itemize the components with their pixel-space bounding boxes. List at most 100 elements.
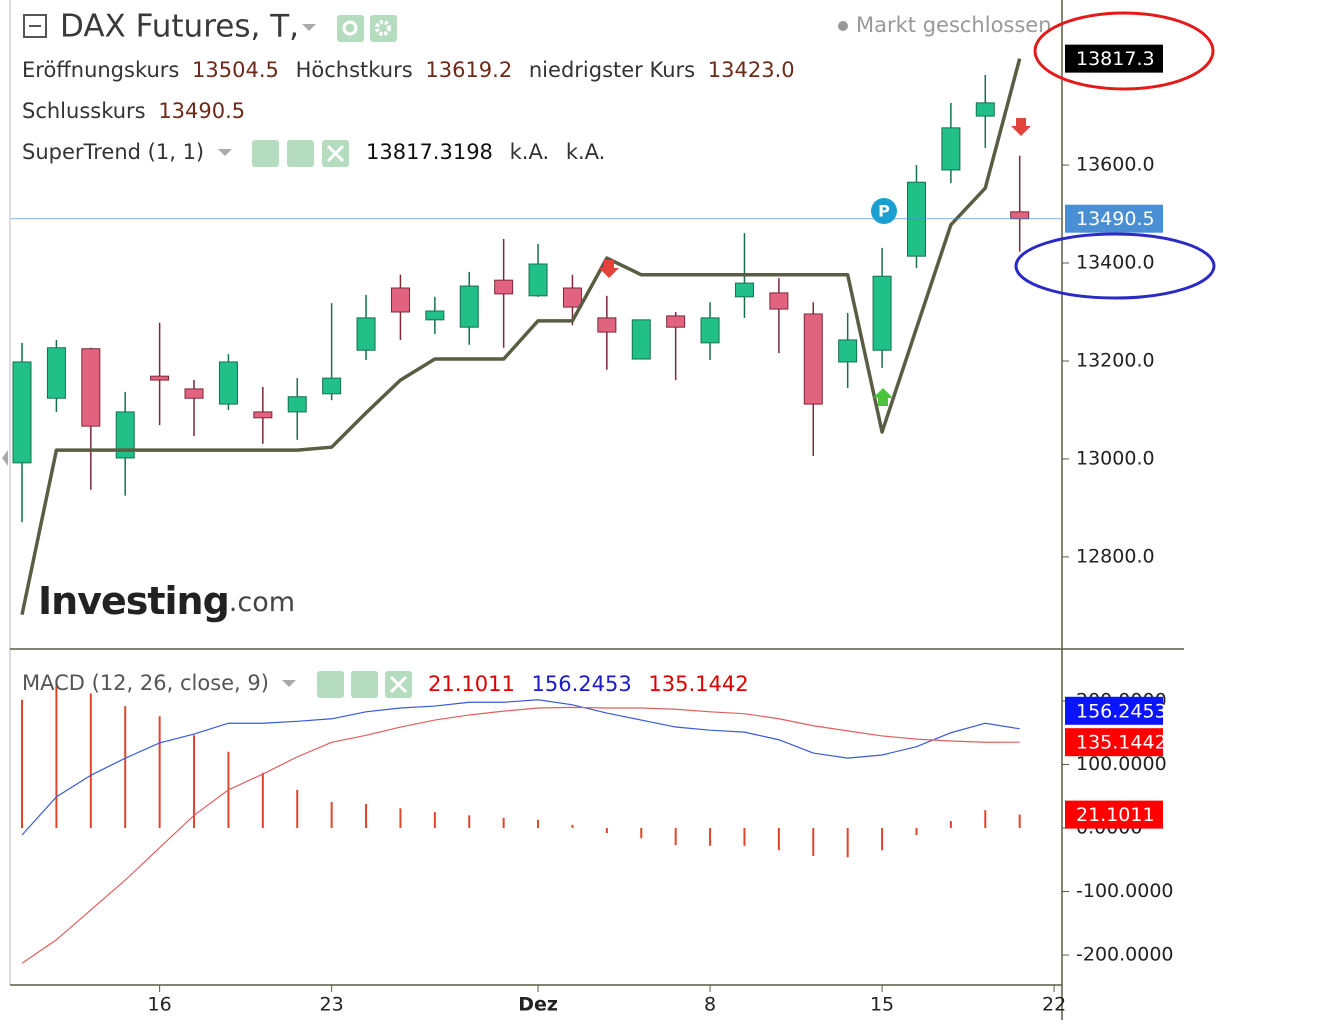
y-tick-label: -200.0000 [1076, 944, 1174, 966]
candle-body [838, 339, 858, 363]
price-label: 13490.5 [1076, 208, 1155, 230]
x-tick-label: 22 [1042, 994, 1066, 1016]
x-tick-label: 15 [870, 994, 894, 1016]
settings-button[interactable] [287, 140, 314, 167]
price-label-box [1065, 204, 1163, 233]
candle-body [631, 319, 651, 360]
remove-icon [326, 144, 345, 163]
candle-body [769, 292, 789, 310]
indicator-values: 13817.3198 k.A. k.A. [366, 140, 605, 164]
remove-icon [389, 675, 408, 694]
ohlc-line-1: Eröffnungskurs 13504.5 Höchstkurs 13619.… [22, 58, 795, 82]
supertrend-value: 13817.3198 [366, 140, 493, 164]
candle-body [46, 347, 66, 399]
candle-body [150, 375, 170, 381]
candle-body [287, 396, 307, 413]
ohlc-label: Eröffnungskurs [22, 58, 179, 82]
market-status: Markt geschlossen [856, 13, 1052, 37]
axes: 12800.0 13000.0 13200.0 13400.0 13600.0 13817… [148, 44, 1174, 1016]
annotation-circle [1014, 232, 1216, 300]
ohlc-value: 13504.5 [192, 58, 279, 82]
candle-body [12, 361, 32, 464]
scroll-handle[interactable] [2, 450, 8, 466]
watermark-suffix: .com [229, 587, 295, 618]
macd-title: MACD (12, 26, close, 9) [22, 671, 269, 695]
ohlc-value: 13423.0 [708, 58, 795, 82]
macd-line [21, 706, 1020, 964]
supertrend-extra: k.A. [510, 140, 550, 164]
macd-line [21, 699, 1020, 836]
x-tick-label: Dez [518, 994, 558, 1016]
eye-button[interactable] [337, 15, 364, 42]
y-tick-label: 13000.0 [1076, 447, 1155, 469]
gear-icon [375, 20, 391, 36]
settings-button[interactable] [351, 671, 378, 698]
y-tick-label: 13200.0 [1076, 349, 1155, 371]
candle-body [494, 279, 514, 295]
value-label-box [1065, 696, 1163, 725]
sell-signal [1011, 118, 1031, 136]
macd-plot [21, 685, 1021, 964]
candle-body [700, 317, 720, 344]
dropdown[interactable] [302, 24, 316, 31]
dropdown[interactable] [282, 680, 296, 687]
macd-value: 156.2453 [532, 672, 632, 696]
ohlc-label: Höchstkurs [296, 58, 413, 82]
sell-signal [599, 260, 619, 278]
candle-body [390, 287, 410, 313]
candle-body [872, 275, 892, 351]
candle-body [528, 263, 548, 297]
y-tick-label: 100.0000 [1076, 753, 1167, 775]
ohlc-value: 13619.2 [425, 58, 512, 82]
x-tick-label: 16 [148, 994, 172, 1016]
macd-hist-value: 21.1011 [428, 672, 515, 696]
value-label: 156.2453 [1076, 700, 1167, 722]
buy-signal [873, 388, 893, 406]
settings-button[interactable] [370, 15, 397, 42]
candle-body [356, 317, 376, 351]
candle-body [459, 285, 479, 328]
supertrend-extra: k.A. [566, 140, 606, 164]
candle-body [81, 348, 101, 427]
value-label: 21.1011 [1076, 804, 1155, 826]
status-dot [838, 21, 848, 31]
indicator-name: SuperTrend (1, 1) [22, 140, 204, 164]
ohlc-label: niedrigster Kurs [529, 58, 695, 82]
x-tick-label: 23 [320, 994, 344, 1016]
value-label-box [1065, 800, 1163, 829]
candle-body [941, 127, 961, 171]
value-label-box [1065, 728, 1163, 757]
candle-body [803, 313, 823, 405]
price-label: 13817.3 [1076, 48, 1155, 70]
candle-body [597, 317, 617, 333]
watermark: Investing.com [38, 579, 295, 623]
y-tick-label: 13600.0 [1076, 154, 1155, 176]
ohlc-value: 13490.5 [158, 99, 245, 123]
y-tick-label: 12800.0 [1076, 545, 1155, 567]
eye-button[interactable] [252, 140, 279, 167]
candle-body [115, 411, 135, 459]
candle-body [322, 377, 342, 395]
pivot-marker-text: P [878, 202, 890, 221]
price-plot [10, 58, 1062, 616]
candle-body [734, 282, 754, 298]
macd-signal-value: 135.1442 [648, 672, 748, 696]
candle-body [184, 388, 204, 399]
eye-button[interactable] [317, 671, 344, 698]
dropdown[interactable] [218, 149, 232, 156]
candle-body [253, 411, 273, 419]
collapse-button[interactable] [23, 14, 47, 38]
x-tick-label: 8 [704, 994, 716, 1016]
symbol-title: DAX Futures, T, [60, 9, 299, 45]
pivot-marker[interactable] [871, 198, 897, 224]
y-tick-label: -100.0000 [1076, 880, 1174, 902]
candle-body [562, 287, 582, 308]
value-label: 135.1442 [1076, 732, 1167, 754]
candle-body [218, 361, 238, 405]
macd-values: 21.1011 156.2453 135.1442 [428, 672, 749, 696]
ohlc-line-2: Schlusskurs 13490.5 [22, 99, 245, 123]
ohlc-label: Schlusskurs [22, 99, 146, 123]
candle-body [975, 102, 995, 117]
